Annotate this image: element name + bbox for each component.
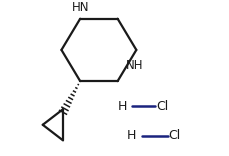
Text: H: H bbox=[118, 100, 127, 113]
Text: HN: HN bbox=[72, 0, 90, 14]
Text: Cl: Cl bbox=[168, 129, 181, 142]
Text: NH: NH bbox=[126, 59, 144, 72]
Text: Cl: Cl bbox=[156, 100, 168, 113]
Text: H: H bbox=[127, 129, 136, 142]
